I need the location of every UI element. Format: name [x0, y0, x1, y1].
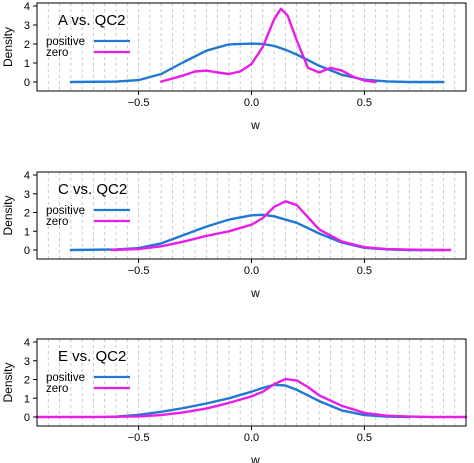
x-tick-label: 0.0 — [244, 265, 259, 277]
x-axis-title: w — [250, 453, 260, 463]
x-tick-label: 0.0 — [244, 97, 259, 109]
legend-label-positive: positive — [46, 36, 85, 48]
x-axis-title: w — [250, 286, 260, 300]
y-tick-label: 0 — [24, 245, 30, 257]
y-axis-title: Density — [1, 27, 15, 67]
series-line-zero — [35, 377, 468, 419]
x-axis-title: w — [250, 118, 260, 132]
x-tick-label: 0.0 — [244, 432, 259, 444]
panel-2: 0 1 2 3 4 −0.5 0.0 0.5 w Density C vs. QC2 positive… — [1, 170, 467, 300]
y-tick-label: 1 — [24, 226, 30, 238]
legend-label-zero: zero — [46, 47, 68, 59]
x-tick-label: −0.5 — [128, 97, 150, 109]
y-tick-label: 4 — [24, 337, 30, 349]
legend-label-positive: positive — [46, 205, 85, 217]
y-tick-label: 3 — [24, 20, 30, 32]
series-line-positive — [110, 383, 411, 419]
series-line-zero — [110, 200, 452, 252]
x-tick-label: 0.5 — [357, 265, 372, 277]
y-tick-label: 3 — [24, 356, 30, 368]
y-axis-title: Density — [1, 362, 15, 402]
x-tick-label: −0.5 — [128, 432, 150, 444]
legend-label-zero: zero — [46, 216, 68, 228]
panel-1: 0 1 2 3 4 −0.5 0.0 0.5 w Density A vs. QC2 positive… — [1, 1, 467, 132]
y-tick-label: 0 — [24, 412, 30, 424]
series-line-zero — [160, 7, 377, 84]
y-tick-label: 1 — [24, 393, 30, 405]
panel-title: A vs. QC2 — [58, 12, 126, 29]
series-line-positive — [69, 42, 445, 84]
panel-3: 0 1 2 3 4 −0.5 0.0 0.5 w Density E vs. QC2 positive… — [1, 337, 468, 463]
y-axis-title: Density — [1, 195, 15, 235]
panel-title: C vs. QC2 — [58, 181, 127, 198]
legend-label-zero: zero — [46, 383, 68, 395]
y-tick-label: 2 — [24, 208, 30, 220]
panel-title: E vs. QC2 — [58, 348, 126, 365]
y-tick-label: 1 — [24, 58, 30, 70]
legend-label-positive: positive — [46, 372, 85, 384]
y-tick-label: 3 — [24, 189, 30, 201]
x-tick-label: −0.5 — [128, 265, 150, 277]
y-tick-label: 4 — [24, 170, 30, 182]
y-tick-label: 0 — [24, 77, 30, 89]
x-tick-label: 0.5 — [357, 97, 372, 109]
x-tick-label: 0.5 — [357, 432, 372, 444]
y-tick-label: 2 — [24, 375, 30, 387]
y-tick-label: 4 — [24, 1, 30, 13]
y-tick-label: 2 — [24, 39, 30, 51]
